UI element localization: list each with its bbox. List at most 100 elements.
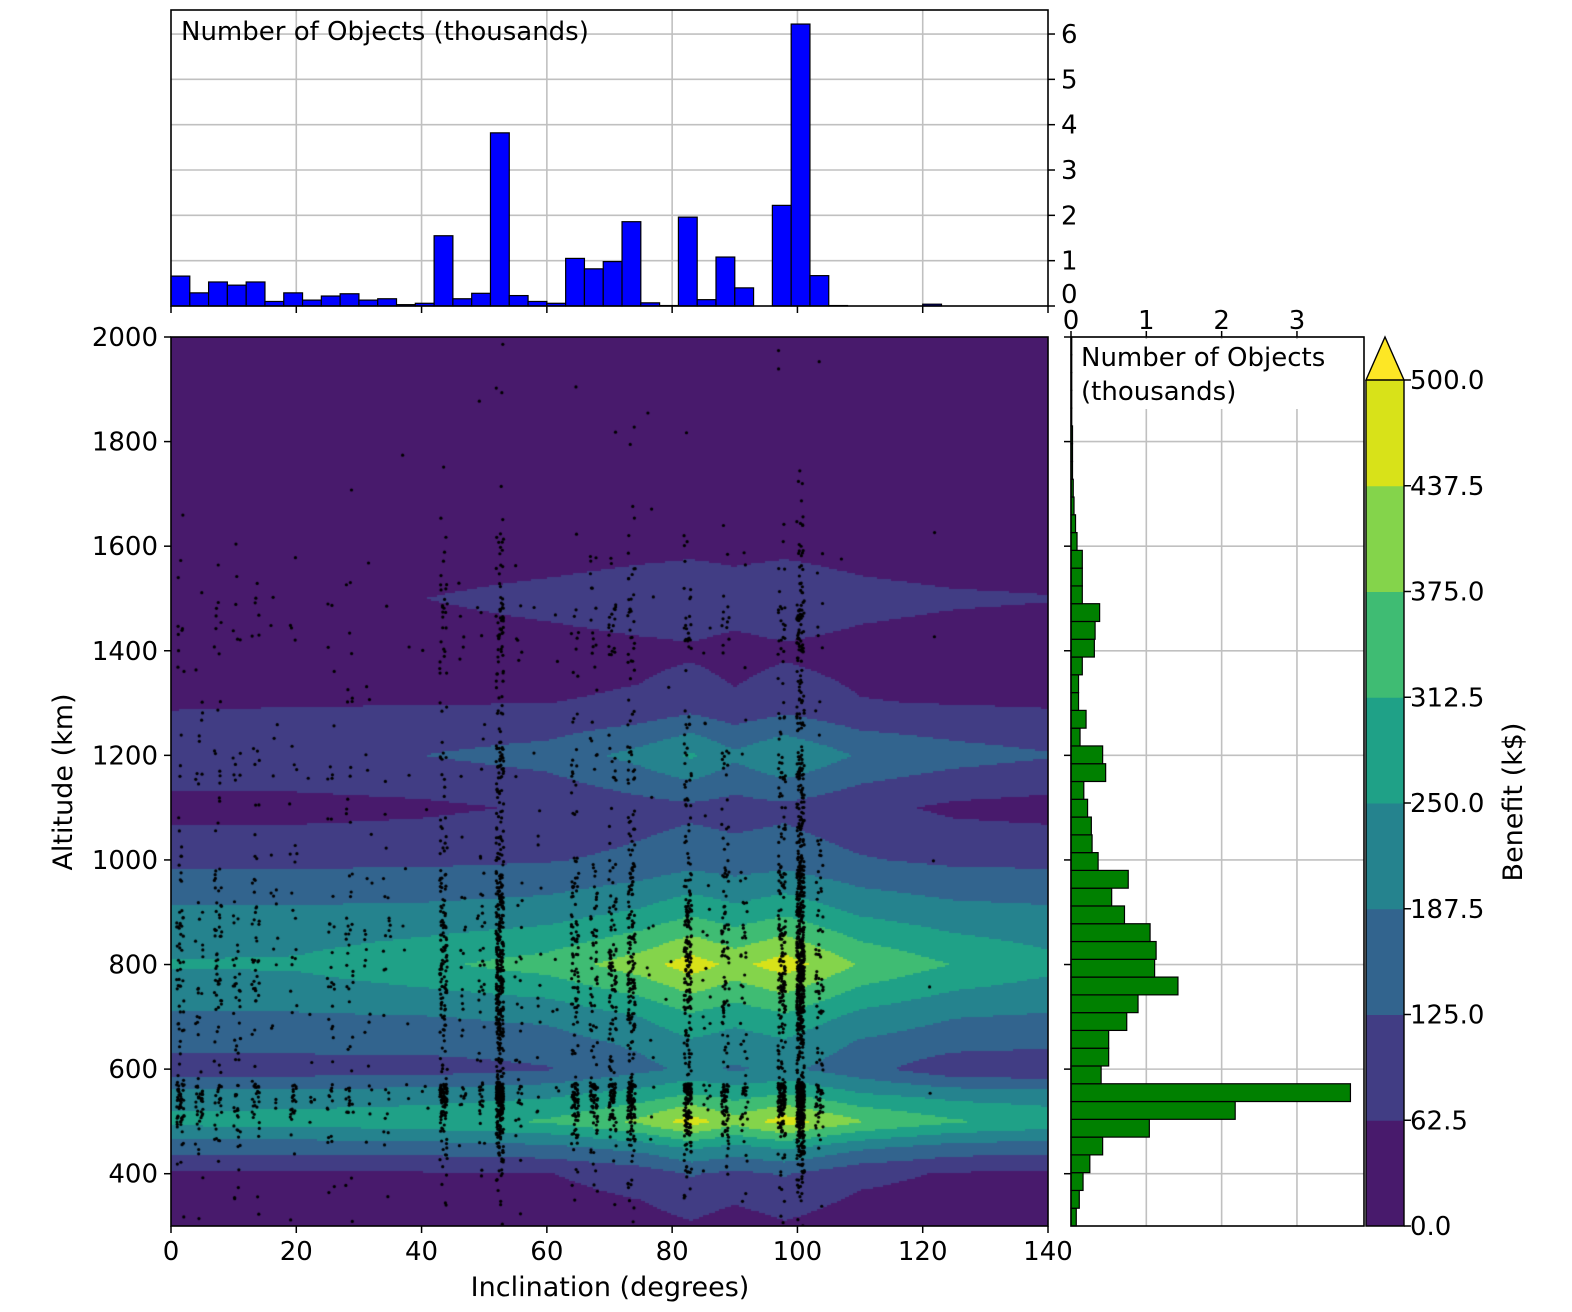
top-hist-bar — [771, 204, 792, 307]
right-hist-bar — [1070, 763, 1107, 783]
right-hist-bar — [1070, 603, 1101, 623]
right-hist-xtick-label: 2 — [1213, 306, 1230, 336]
colorbar-tick-label: 125.0 — [1410, 1001, 1484, 1031]
top-hist-bar — [170, 275, 191, 307]
right-hist-bar — [1070, 994, 1139, 1014]
right-hist-bar — [1070, 674, 1080, 694]
top-hist-frame — [170, 9, 1049, 307]
top-hist-bar — [602, 260, 623, 307]
main-xtick-label: 40 — [405, 1237, 438, 1267]
top-hist-bar — [189, 292, 210, 307]
right-histogram-title-line2: (thousands) — [1081, 377, 1236, 407]
top-histogram: 01 2 3 4 5 6 — [170, 9, 1078, 313]
right-hist-bar — [1070, 887, 1113, 907]
top-hist-bar — [301, 299, 322, 307]
colorbar-tick-label: 0.0 — [1410, 1212, 1451, 1242]
main-frame — [170, 336, 1049, 1227]
right-hist-bar — [1070, 567, 1083, 587]
colorbar-tick-label: 187.5 — [1410, 895, 1484, 925]
colorbar-band — [1366, 1120, 1404, 1227]
right-hist-bar — [1070, 1100, 1236, 1120]
right-hist-bar — [1070, 1065, 1102, 1085]
top-hist-bar — [245, 281, 266, 307]
colorbar: 0.0 62.5 125.0 187.5 250.0 312.5 375.0 437.5 500… — [1364, 335, 1484, 1242]
y-axis-label: Altitude (km) — [48, 693, 79, 870]
colorbar-band — [1366, 591, 1404, 698]
top-hist-bar — [226, 284, 247, 307]
colorbar-extend-triangle — [1364, 335, 1406, 381]
top-hist-bar — [377, 298, 398, 307]
right-hist-bar — [1070, 1012, 1128, 1032]
top-hist-bar — [621, 221, 642, 307]
top-hist-ytick-label: 1 — [1061, 247, 1078, 277]
right-histogram: 0 1 2 3 — [1063, 306, 1365, 1227]
colorbar-label: Benefit (k$) — [1498, 723, 1529, 882]
top-hist-bar — [715, 256, 736, 307]
top-hist-bar — [790, 23, 811, 307]
right-hist-bar — [1070, 1029, 1110, 1049]
right-hist-bar — [1070, 1154, 1091, 1174]
right-hist-bar — [1070, 816, 1092, 836]
main-ytick-label: 2000 — [92, 323, 158, 353]
right-hist-xtick-label: 0 — [1063, 306, 1080, 336]
top-hist-bar — [358, 299, 379, 307]
right-hist-bar — [1070, 923, 1151, 943]
right-hist-bar — [1070, 1083, 1352, 1103]
top-hist-bar — [508, 294, 529, 307]
top-hist-ytick-label: 3 — [1061, 156, 1078, 186]
right-hist-bar — [1070, 798, 1089, 818]
colorbar-tick-label: 500.0 — [1410, 366, 1484, 396]
colorbar-tick-label: 375.0 — [1410, 578, 1484, 608]
colorbar-tick-label: 312.5 — [1410, 683, 1484, 713]
right-hist-xtick-label: 1 — [1138, 306, 1155, 336]
main-ytick-label: 600 — [108, 1055, 158, 1085]
right-hist-bar — [1070, 585, 1083, 605]
top-hist-bar — [489, 132, 510, 307]
right-hist-bar — [1070, 656, 1083, 676]
colorbar-band — [1366, 1014, 1404, 1121]
right-histogram-title-bg — [1076, 339, 1360, 409]
main-xtick-label: 120 — [898, 1237, 948, 1267]
right-hist-bar — [1070, 1189, 1080, 1209]
right-hist-bar — [1070, 745, 1104, 765]
right-hist-bar — [1070, 852, 1099, 871]
right-hist-bar — [1070, 638, 1095, 658]
colorbar-band — [1366, 380, 1404, 487]
colorbar-tick-label: 62.5 — [1410, 1106, 1468, 1136]
top-hist-ytick-label: 6 — [1061, 20, 1078, 50]
top-hist-bar — [809, 275, 830, 307]
top-hist-bar — [320, 295, 341, 307]
x-axis-label: Inclination (degrees) — [471, 1272, 750, 1303]
main-xtick-label: 0 — [163, 1237, 180, 1267]
top-hist-bar — [696, 299, 717, 307]
right-hist-bar — [1070, 620, 1096, 640]
colorbar-tick-label: 250.0 — [1410, 789, 1484, 819]
main-xtick-label: 20 — [280, 1237, 313, 1267]
right-hist-bar — [1070, 940, 1157, 960]
right-hist-bar — [1070, 1047, 1110, 1067]
right-hist-bar — [1070, 727, 1081, 747]
right-hist-frame — [1070, 336, 1365, 1227]
main-ytick-label: 400 — [108, 1160, 158, 1190]
right-hist-bar — [1070, 958, 1156, 978]
colorbar-band — [1366, 485, 1404, 592]
right-hist-bar — [1070, 1172, 1084, 1192]
right-histogram-title-line1: Number of Objects — [1081, 343, 1325, 373]
top-hist-bar — [734, 287, 755, 307]
main-ytick-label: 1600 — [92, 532, 158, 562]
top-hist-ytick-label: 2 — [1061, 201, 1078, 231]
top-hist-bar — [283, 292, 304, 307]
top-hist-bar — [452, 298, 473, 307]
main-xtick-label: 140 — [1023, 1237, 1073, 1267]
right-hist-bar — [1070, 976, 1179, 996]
colorbar-band — [1366, 697, 1404, 804]
right-hist-bar — [1070, 531, 1078, 551]
right-hist-bar — [1070, 549, 1083, 569]
right-hist-bar — [1070, 1118, 1150, 1138]
right-hist-bar — [1070, 780, 1085, 800]
right-hist-bar — [1070, 1136, 1104, 1156]
top-hist-bar — [677, 216, 698, 307]
top-hist-ytick-label: 4 — [1061, 111, 1078, 141]
main-xtick-label: 100 — [773, 1237, 823, 1267]
